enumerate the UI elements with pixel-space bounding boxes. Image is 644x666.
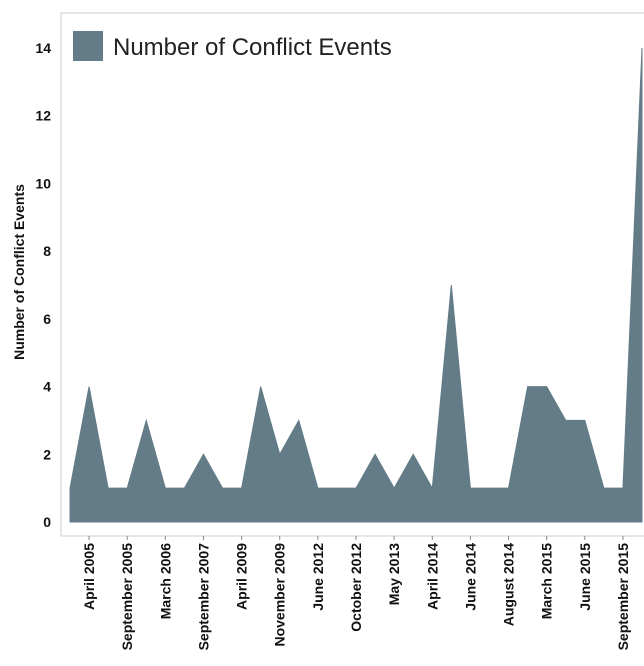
plot-border [60, 12, 644, 536]
y-tick-label: 14 [35, 40, 51, 56]
x-tick-label: November 2009 [272, 543, 288, 647]
x-tick-label: April 2009 [234, 543, 250, 610]
x-tick-label: May 2013 [386, 543, 402, 605]
series-area [69, 47, 643, 523]
x-tick-label: September 2005 [119, 543, 135, 651]
y-tick-label: 8 [43, 243, 51, 259]
y-tick-label: 2 [43, 446, 51, 462]
x-tick-label: June 2015 [577, 543, 593, 611]
y-tick-label: 6 [43, 311, 51, 327]
legend-swatch [73, 31, 103, 61]
legend: Number of Conflict Events [73, 31, 392, 61]
x-tick-label: September 2007 [196, 543, 212, 651]
x-tick-label: June 2014 [462, 543, 478, 611]
y-axis-label: Number of Conflict Events [11, 184, 27, 360]
x-axis-ticks: April 2005 September 2005 March 2006 Septem… [81, 536, 631, 650]
x-tick-label: March 2015 [539, 543, 555, 619]
y-tick-label: 12 [35, 108, 51, 124]
x-tick-label: April 2005 [81, 543, 97, 610]
y-tick-label: 4 [43, 379, 51, 395]
x-tick-label: August 2014 [501, 543, 517, 626]
x-tick-label: March 2006 [157, 543, 173, 619]
legend-label: Number of Conflict Events [113, 34, 392, 61]
x-tick-label: October 2012 [348, 543, 364, 632]
y-tick-label: 10 [35, 175, 51, 191]
y-tick-label: 0 [43, 514, 51, 530]
y-axis-ticks: 0 2 4 6 8 10 12 14 [35, 40, 51, 530]
area-layer [69, 47, 643, 523]
x-tick-label: April 2014 [424, 543, 440, 610]
x-tick-label: June 2012 [310, 543, 326, 611]
x-tick-label: September 2015 [615, 543, 631, 651]
